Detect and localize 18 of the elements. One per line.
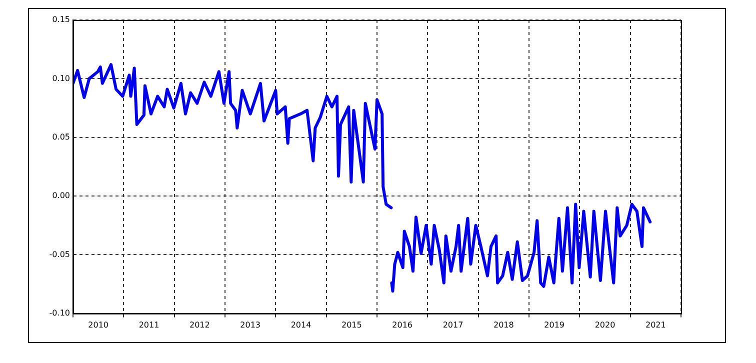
x-tick-label: 2017 — [442, 320, 464, 330]
y-tick-label: -0.10 — [49, 308, 70, 318]
x-tick-label: 2012 — [189, 320, 210, 330]
x-tick-label: 2019 — [544, 320, 565, 330]
x-tick-label: 2020 — [594, 320, 616, 330]
x-tick-label: 2011 — [138, 320, 160, 330]
x-tick-label: 2021 — [645, 320, 666, 330]
y-tick-label: 0.05 — [52, 132, 70, 142]
x-tick-label: 2018 — [493, 320, 514, 330]
x-tick-label: 2015 — [341, 320, 362, 330]
y-tick-label: 0.10 — [52, 74, 70, 83]
x-tick-label: 2016 — [392, 320, 413, 330]
x-tick-label: 2010 — [88, 320, 109, 330]
y-tick-label: -0.05 — [49, 250, 70, 259]
y-tick-label: 0.00 — [52, 191, 70, 200]
y-tick-label: 0.15 — [52, 15, 70, 24]
x-tick-label: 2013 — [240, 320, 261, 330]
x-tick-label: 2014 — [290, 320, 312, 330]
